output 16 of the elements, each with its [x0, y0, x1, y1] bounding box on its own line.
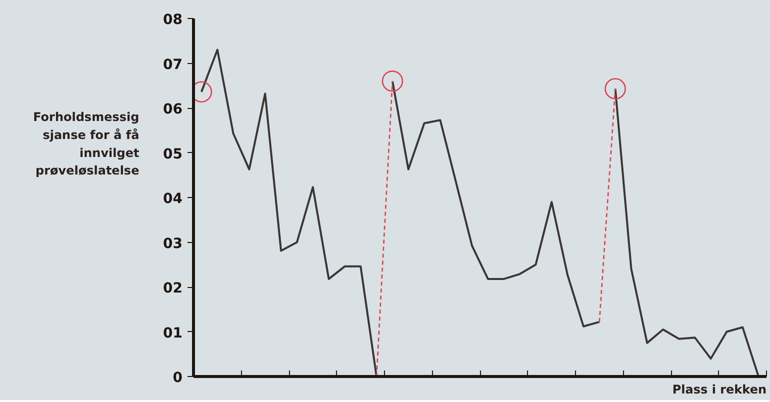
y-axis-title: Forholdsmessig sjanse for å få innvilget prøveløslatelse	[33, 110, 140, 178]
y-tick-label: 04	[163, 191, 183, 207]
line-series	[200, 48, 378, 376]
y-tick-label: 05	[163, 146, 182, 162]
line-series	[614, 88, 760, 376]
y-tick-label: 02	[163, 280, 182, 296]
y-tick-label: 07	[163, 56, 182, 73]
y-tick-label: 01	[163, 325, 182, 342]
y-tick-label: 08	[163, 12, 182, 28]
line-series	[391, 80, 600, 328]
y-tick-label: 0	[172, 370, 183, 386]
point	[382, 70, 404, 92]
y-tick-label: 03	[163, 236, 182, 252]
point	[604, 78, 626, 100]
x-axis-title: Plass i rekken	[672, 382, 767, 396]
y-tick-label: 06	[163, 102, 182, 118]
